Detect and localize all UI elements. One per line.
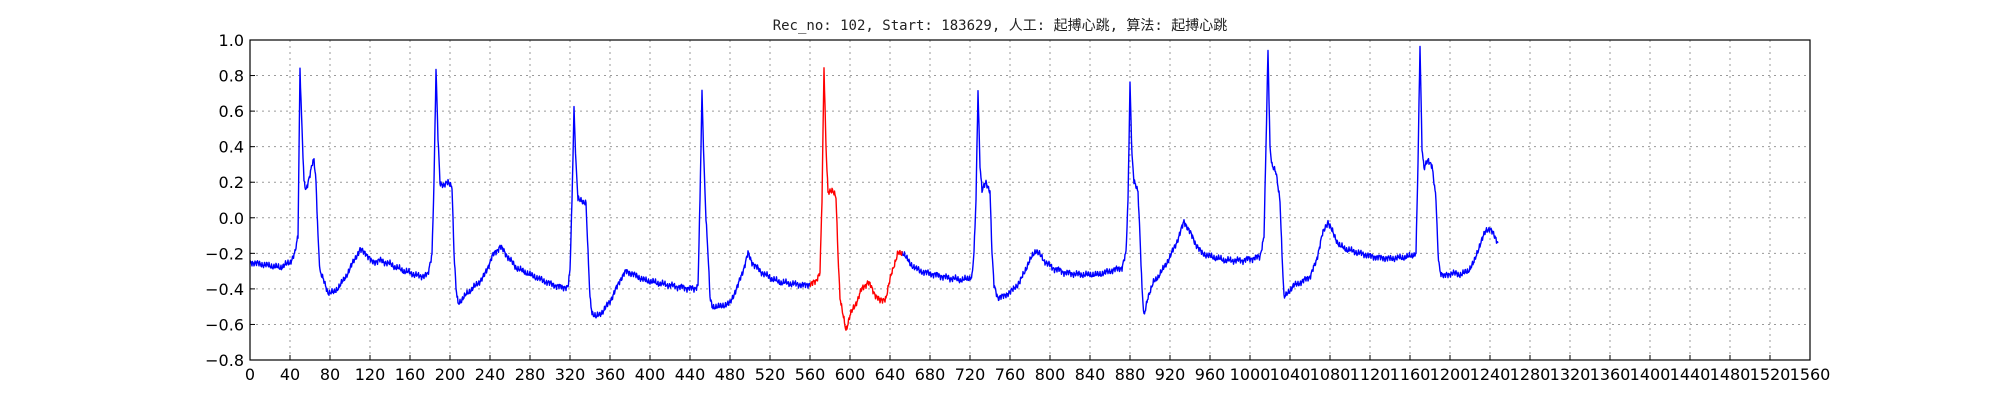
x-tick-label: 280 <box>515 365 546 384</box>
x-tick-label: 1200 <box>1430 365 1471 384</box>
x-tick-label: 1040 <box>1270 365 1311 384</box>
y-tick-label: −0.4 <box>205 280 244 299</box>
x-tick-label: 600 <box>835 365 866 384</box>
plot-frame <box>249 39 1811 361</box>
x-tick-label: 440 <box>675 365 706 384</box>
x-tick-label: 920 <box>1155 365 1186 384</box>
x-tick-label: 1120 <box>1350 365 1391 384</box>
x-tick-label: 1160 <box>1390 365 1431 384</box>
x-tick-label: 680 <box>915 365 946 384</box>
x-tick-label: 1440 <box>1670 365 1711 384</box>
x-tick-label: 1320 <box>1550 365 1591 384</box>
y-tick-label: 0.4 <box>219 138 244 157</box>
x-tick-label: 200 <box>435 365 466 384</box>
y-tick-label: 0.0 <box>219 209 244 228</box>
y-tick-label: 0.8 <box>219 67 244 86</box>
y-tick-label: 0.2 <box>219 173 244 192</box>
x-tick-label: 80 <box>320 365 340 384</box>
ecg-signal-line <box>249 67 811 319</box>
ecg-signal-line <box>901 45 1499 315</box>
y-tick-label: −0.8 <box>205 351 244 370</box>
x-axis: 0 40 80 120 160 200 240 280 320 360 400 440 480 520 56… <box>245 355 1830 384</box>
x-tick-label: 240 <box>475 365 506 384</box>
y-tick-label: 1.0 <box>219 31 244 50</box>
chart-title: Rec_no: 102, Start: 183629, 人工: 起搏心跳, 算法… <box>773 17 1228 34</box>
x-tick-label: 1400 <box>1630 365 1671 384</box>
x-tick-label: 320 <box>555 365 586 384</box>
x-tick-label: 880 <box>1115 365 1146 384</box>
y-tick-label: −0.2 <box>205 244 244 263</box>
y-tick-label: −0.6 <box>205 315 244 334</box>
x-tick-label: 1480 <box>1710 365 1751 384</box>
x-tick-label: 1360 <box>1590 365 1631 384</box>
x-tick-label: 1520 <box>1750 365 1791 384</box>
x-tick-label: 40 <box>280 365 300 384</box>
y-axis: 1.0 0.8 0.6 0.4 0.2 0.0 −0.2 −0.4 −0.6 −0.8 <box>205 31 255 370</box>
series-layer <box>249 45 1499 331</box>
x-tick-label: 400 <box>635 365 666 384</box>
highlight-segment-line <box>809 67 903 331</box>
x-tick-label: 960 <box>1195 365 1226 384</box>
x-tick-label: 0 <box>245 365 255 384</box>
x-tick-label: 760 <box>995 365 1026 384</box>
x-tick-label: 120 <box>355 365 386 384</box>
x-tick-label: 1240 <box>1470 365 1511 384</box>
x-tick-label: 720 <box>955 365 986 384</box>
x-tick-label: 1080 <box>1310 365 1351 384</box>
x-tick-label: 640 <box>875 365 906 384</box>
x-tick-label: 1280 <box>1510 365 1551 384</box>
x-tick-label: 480 <box>715 365 746 384</box>
x-tick-label: 840 <box>1075 365 1106 384</box>
y-tick-label: 0.6 <box>219 102 244 121</box>
x-tick-label: 1560 <box>1790 365 1831 384</box>
grid <box>250 39 1810 361</box>
x-tick-label: 160 <box>395 365 426 384</box>
x-tick-label: 800 <box>1035 365 1066 384</box>
x-tick-label: 560 <box>795 365 826 384</box>
x-tick-label: 1000 <box>1230 365 1271 384</box>
x-tick-label: 520 <box>755 365 786 384</box>
x-tick-label: 360 <box>595 365 626 384</box>
